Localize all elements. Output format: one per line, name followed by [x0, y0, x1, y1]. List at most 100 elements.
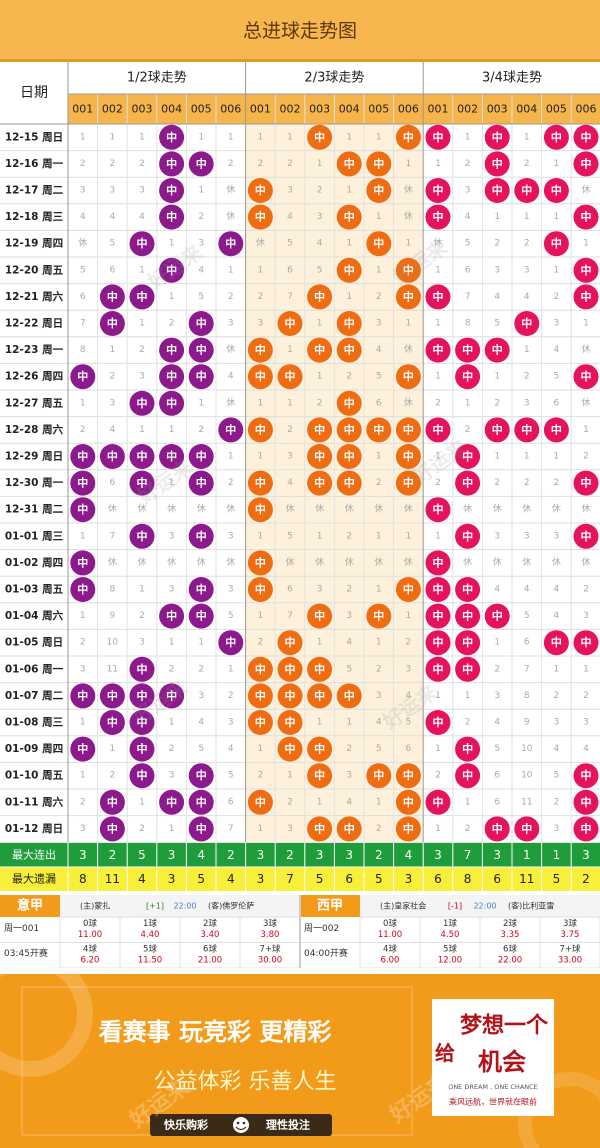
- hit-label: 中: [166, 183, 177, 197]
- miss-value: 1: [465, 132, 471, 142]
- miss-value: 4: [494, 718, 500, 728]
- miss-value: 3: [494, 691, 500, 701]
- miss-value: 2: [346, 744, 352, 754]
- miss-value: 10: [521, 744, 533, 754]
- hit-marker: [484, 816, 510, 842]
- miss-value: 2: [524, 159, 530, 169]
- col-header-1-001: 001: [72, 103, 93, 116]
- hit-label: 中: [137, 236, 148, 250]
- row-date: 01-08 周三: [5, 717, 64, 729]
- max-streak-value: 7: [464, 848, 472, 862]
- hit-marker: [129, 523, 155, 549]
- miss-value: 3: [139, 186, 145, 196]
- hit-marker: [336, 390, 362, 416]
- miss-value: 4: [376, 345, 382, 355]
- row-date: 12-30 周一: [5, 477, 64, 489]
- max-miss-row: [0, 867, 600, 891]
- miss-value: 2: [435, 771, 441, 781]
- hit-marker: [307, 816, 333, 842]
- hit-marker: [247, 497, 273, 523]
- hit-marker: [307, 683, 333, 709]
- miss-value: 1: [228, 452, 234, 462]
- hit-marker: [188, 577, 214, 602]
- odds-value: 6.20: [81, 956, 100, 966]
- odds-label: 4球: [383, 944, 397, 955]
- max-miss-value: 6: [493, 872, 501, 886]
- max-streak-value: 3: [345, 848, 353, 862]
- hit-marker: [543, 630, 569, 656]
- miss-value: 4: [524, 292, 530, 302]
- col-header-2-001: 001: [250, 103, 271, 116]
- hit-marker: [70, 364, 96, 390]
- hit-label: 中: [433, 183, 444, 197]
- miss-value: 3: [317, 585, 323, 595]
- hit-marker: [484, 603, 510, 629]
- miss-value: 5: [346, 664, 352, 674]
- miss-value: 4: [110, 212, 116, 222]
- miss-value: 休: [581, 396, 590, 408]
- row-date: 01-04 周六: [5, 609, 64, 622]
- miss-value: 2: [346, 372, 352, 382]
- hit-label: 中: [196, 343, 207, 357]
- miss-value: 6: [376, 398, 382, 408]
- match-time: 22:00: [173, 902, 196, 911]
- hit-marker: [514, 311, 540, 336]
- date-header: 日期: [20, 85, 48, 101]
- hit-marker: [129, 444, 155, 469]
- max-miss-value: 8: [79, 872, 87, 886]
- match-header-bg: [0, 895, 300, 917]
- miss-value: 4: [346, 797, 352, 807]
- miss-value: 休: [78, 237, 87, 249]
- miss-value: 2: [80, 638, 86, 648]
- league-label: 意甲: [17, 898, 43, 914]
- miss-value: 3: [169, 531, 175, 541]
- miss-value: 1: [376, 531, 382, 541]
- miss-value: 1: [169, 824, 175, 834]
- hit-marker: [455, 630, 481, 656]
- hit-marker: [425, 577, 451, 602]
- hit-marker: [70, 736, 96, 762]
- hit-label: 中: [373, 609, 384, 623]
- miss-value: 7: [228, 824, 234, 834]
- max-streak-value: 3: [316, 848, 324, 862]
- miss-value: 2: [80, 425, 86, 435]
- miss-value: 1: [406, 159, 412, 169]
- hit-label: 中: [344, 396, 355, 410]
- odds-value: 11.00: [378, 930, 402, 940]
- odds-value: 3.80: [261, 930, 280, 940]
- miss-value: 10: [521, 771, 533, 781]
- hit-marker: [277, 656, 303, 682]
- hit-label: 中: [433, 582, 444, 596]
- row-date: 01-09 周四: [5, 743, 63, 755]
- miss-value: 3: [494, 265, 500, 275]
- miss-value: 1: [198, 638, 204, 648]
- odds-cell[interactable]: [539, 942, 600, 969]
- max-miss-value: 5: [316, 872, 324, 886]
- miss-value: 1: [583, 239, 589, 249]
- miss-value: 3: [169, 771, 175, 781]
- miss-value: 2: [198, 664, 204, 674]
- miss-value: 1: [554, 664, 560, 674]
- hit-label: 中: [373, 236, 384, 250]
- hit-marker: [188, 470, 214, 496]
- hit-marker: [70, 683, 96, 709]
- hit-label: 中: [196, 768, 207, 782]
- odds-label: 1球: [143, 918, 157, 929]
- row-date: 01-12 周日: [5, 823, 63, 835]
- miss-value: 4: [346, 638, 352, 648]
- hit-label: 中: [166, 795, 177, 809]
- card-title-a: 给: [435, 1041, 455, 1065]
- hit-label: 中: [166, 156, 177, 170]
- row-date: 12-17 周二: [5, 185, 64, 197]
- hit-marker: [129, 231, 155, 257]
- hit-label: 中: [196, 821, 207, 835]
- max-streak-value: 3: [582, 848, 590, 862]
- miss-value: 5: [317, 265, 323, 275]
- hit-marker: [573, 763, 599, 789]
- miss-value: 2: [583, 452, 589, 462]
- miss-value: 2: [317, 398, 323, 408]
- hit-marker: [70, 470, 96, 496]
- miss-value: 1: [524, 212, 530, 222]
- miss-value: 5: [494, 319, 500, 329]
- miss-value: 1: [554, 212, 560, 222]
